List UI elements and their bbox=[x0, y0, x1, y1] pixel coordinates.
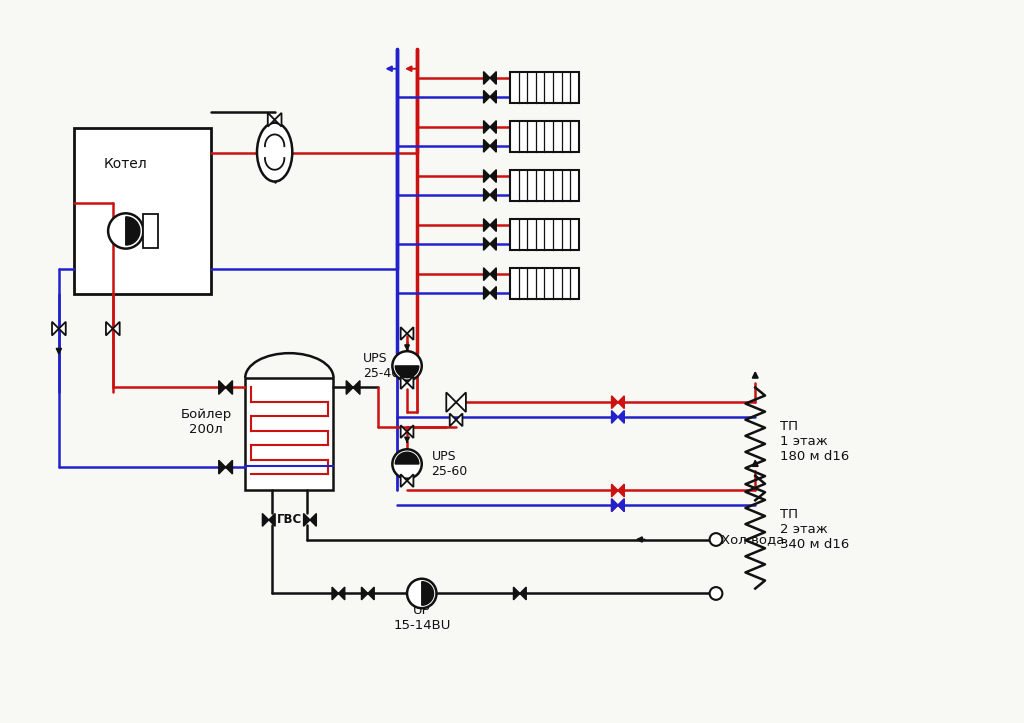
Polygon shape bbox=[105, 322, 113, 335]
Polygon shape bbox=[338, 587, 345, 600]
Polygon shape bbox=[520, 587, 526, 600]
Polygon shape bbox=[617, 395, 625, 408]
Polygon shape bbox=[400, 328, 408, 340]
Polygon shape bbox=[483, 140, 489, 153]
Polygon shape bbox=[346, 380, 353, 394]
Bar bbox=[245, 378, 334, 490]
Polygon shape bbox=[310, 513, 316, 526]
Bar bbox=[510, 170, 579, 201]
Polygon shape bbox=[611, 499, 617, 512]
Polygon shape bbox=[225, 380, 232, 394]
Circle shape bbox=[710, 587, 722, 600]
Polygon shape bbox=[456, 393, 466, 412]
Text: ГВС: ГВС bbox=[276, 513, 302, 526]
Polygon shape bbox=[617, 484, 625, 497]
Polygon shape bbox=[489, 218, 497, 231]
Text: Хол вода: Хол вода bbox=[721, 533, 784, 546]
Polygon shape bbox=[513, 587, 520, 600]
Polygon shape bbox=[483, 238, 489, 250]
Polygon shape bbox=[395, 366, 419, 377]
Text: Бойлер
200л: Бойлер 200л bbox=[180, 408, 231, 436]
Polygon shape bbox=[113, 322, 120, 335]
Polygon shape bbox=[268, 113, 274, 127]
Polygon shape bbox=[422, 582, 433, 605]
Text: UPS
25-40: UPS 25-40 bbox=[362, 352, 399, 380]
Polygon shape bbox=[611, 499, 617, 512]
Polygon shape bbox=[52, 322, 58, 335]
Polygon shape bbox=[483, 72, 489, 85]
Polygon shape bbox=[489, 72, 497, 85]
Polygon shape bbox=[489, 268, 497, 281]
Bar bbox=[510, 268, 579, 299]
Bar bbox=[510, 121, 579, 152]
Polygon shape bbox=[303, 513, 310, 526]
Text: ТП
1 этаж
180 м d16: ТП 1 этаж 180 м d16 bbox=[779, 420, 849, 463]
Polygon shape bbox=[483, 268, 489, 281]
Polygon shape bbox=[353, 380, 360, 394]
Polygon shape bbox=[408, 328, 414, 340]
Polygon shape bbox=[268, 513, 275, 526]
Polygon shape bbox=[262, 513, 268, 526]
Polygon shape bbox=[408, 474, 414, 487]
Polygon shape bbox=[483, 90, 489, 103]
Polygon shape bbox=[483, 121, 489, 133]
Polygon shape bbox=[489, 189, 497, 201]
Polygon shape bbox=[446, 393, 456, 412]
Polygon shape bbox=[219, 461, 225, 474]
Circle shape bbox=[392, 449, 422, 479]
Polygon shape bbox=[483, 189, 489, 201]
Bar bbox=[74, 127, 211, 294]
Polygon shape bbox=[483, 170, 489, 182]
Circle shape bbox=[392, 351, 422, 380]
Polygon shape bbox=[483, 286, 489, 299]
Polygon shape bbox=[611, 411, 617, 423]
Text: UPS
25-60: UPS 25-60 bbox=[431, 450, 468, 478]
Circle shape bbox=[408, 578, 436, 608]
Text: Котел: Котел bbox=[103, 158, 147, 171]
Polygon shape bbox=[489, 170, 497, 182]
Polygon shape bbox=[408, 425, 414, 438]
Bar bbox=[143, 214, 158, 248]
Polygon shape bbox=[611, 484, 617, 497]
Polygon shape bbox=[395, 452, 419, 464]
Polygon shape bbox=[617, 411, 625, 423]
Bar bbox=[510, 219, 579, 250]
Polygon shape bbox=[450, 414, 456, 427]
Polygon shape bbox=[489, 286, 497, 299]
Polygon shape bbox=[58, 322, 66, 335]
Ellipse shape bbox=[257, 123, 292, 181]
Polygon shape bbox=[332, 587, 338, 600]
Polygon shape bbox=[361, 587, 368, 600]
Polygon shape bbox=[617, 499, 625, 512]
Polygon shape bbox=[368, 587, 374, 600]
Polygon shape bbox=[489, 140, 497, 153]
Polygon shape bbox=[400, 376, 408, 389]
Polygon shape bbox=[489, 238, 497, 250]
Polygon shape bbox=[611, 395, 617, 408]
Polygon shape bbox=[617, 499, 625, 512]
Polygon shape bbox=[483, 218, 489, 231]
Polygon shape bbox=[400, 474, 408, 487]
Polygon shape bbox=[274, 113, 282, 127]
Polygon shape bbox=[126, 217, 140, 245]
Bar bbox=[510, 72, 579, 103]
Polygon shape bbox=[400, 425, 408, 438]
Polygon shape bbox=[456, 414, 463, 427]
Polygon shape bbox=[489, 121, 497, 133]
Text: ТП
2 этаж
340 м d16: ТП 2 этаж 340 м d16 bbox=[779, 508, 849, 551]
Text: UP
15-14BU: UP 15-14BU bbox=[393, 604, 451, 632]
Polygon shape bbox=[219, 380, 225, 394]
Polygon shape bbox=[489, 90, 497, 103]
Polygon shape bbox=[408, 376, 414, 389]
Polygon shape bbox=[225, 461, 232, 474]
Circle shape bbox=[710, 533, 722, 546]
Circle shape bbox=[109, 213, 143, 249]
